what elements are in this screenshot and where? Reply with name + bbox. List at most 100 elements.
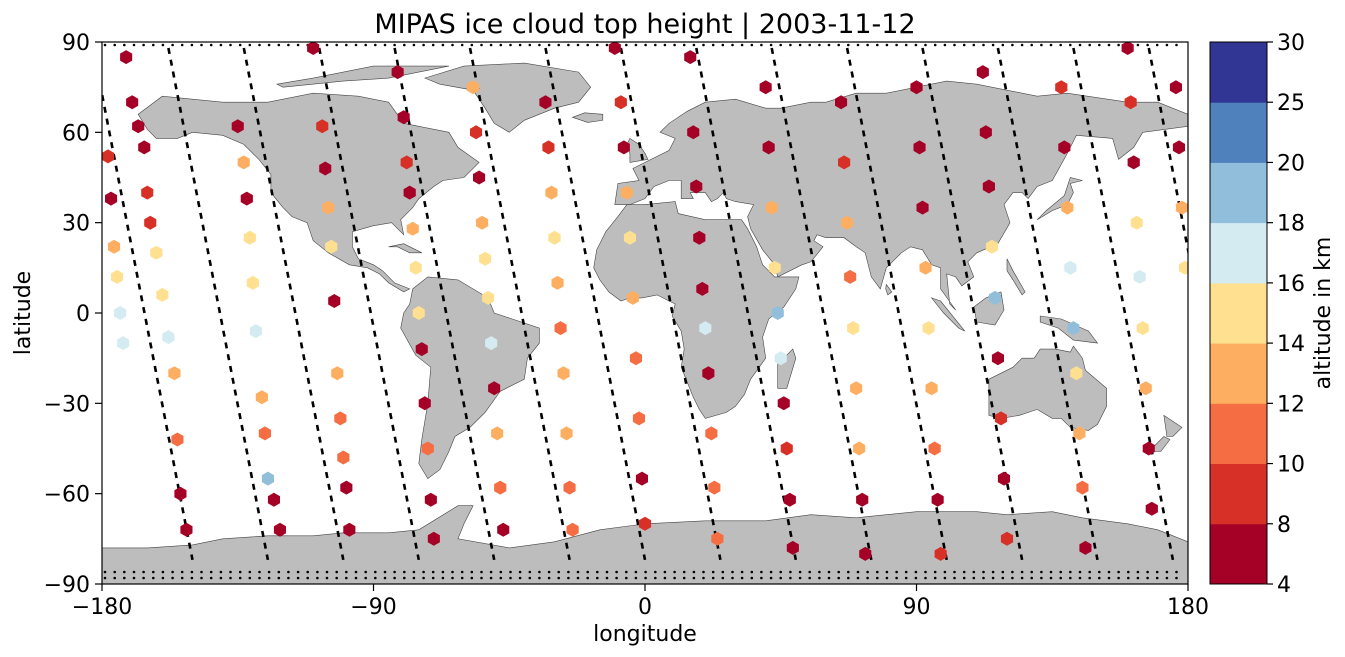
polar-dot: [152, 43, 155, 47]
polar-dot: [489, 43, 493, 47]
cloud-point: [620, 185, 633, 200]
polar-dot: [1059, 43, 1062, 47]
polar-dot: [238, 43, 242, 47]
cloud-point: [985, 239, 998, 254]
orbit-track-6: [468, 47, 571, 561]
cloud-point: [774, 351, 787, 366]
polar-dot: [1040, 570, 1043, 574]
cloud-point: [994, 411, 1007, 426]
y-tick-label: −30: [44, 392, 90, 417]
polar-dot: [1088, 43, 1091, 47]
cloud-point: [847, 321, 860, 336]
cloud-point: [762, 140, 775, 155]
polar-dot: [190, 576, 194, 580]
sumatra-land: [930, 297, 966, 332]
polar-dot: [296, 43, 300, 47]
polar-dot: [856, 43, 860, 47]
polar-dot: [412, 576, 416, 580]
cloud-point: [765, 200, 778, 215]
cloud-point: [708, 480, 721, 495]
polar-dot: [682, 576, 686, 580]
cloud-point: [246, 275, 259, 290]
north-america-land: [137, 92, 480, 293]
cloud-point: [141, 185, 154, 200]
cloud-point: [838, 155, 851, 170]
cloud-point: [494, 480, 507, 495]
polar-dot: [325, 43, 329, 47]
polar-dot: [827, 576, 831, 580]
cloud-point: [1136, 321, 1149, 336]
y-axis-label: latitude: [11, 271, 36, 355]
polar-dot: [1020, 570, 1024, 574]
polar-dot: [229, 43, 232, 47]
polar-dot: [1059, 570, 1062, 574]
polar-dot: [567, 576, 570, 580]
cloud-point: [316, 119, 329, 134]
y-axis-ticks: 90 60 30 0 −30 −60 −90: [44, 31, 102, 598]
polar-dot: [943, 576, 947, 580]
colorbar-bin: [1210, 42, 1267, 103]
polar-dot: [818, 576, 821, 580]
antarctica-land: [102, 505, 1188, 584]
polar-dot: [509, 43, 512, 47]
polar-dot: [818, 43, 821, 47]
polar-dot: [441, 570, 445, 574]
polar-dot: [383, 570, 387, 574]
polar-dot: [982, 43, 985, 47]
cloud-point: [976, 65, 989, 80]
polar-dot: [885, 43, 889, 47]
polar-dot: [412, 570, 416, 574]
cloud-point: [626, 290, 639, 305]
y-tick-label: 60: [62, 121, 90, 146]
polar-dot: [354, 570, 358, 574]
polar-dot: [798, 576, 802, 580]
orbit-track-14: [1072, 47, 1175, 561]
cloud-point: [111, 269, 124, 284]
polar-dot: [789, 570, 792, 574]
cloud-point: [786, 540, 799, 555]
polar-dot: [615, 576, 618, 580]
polar-dot: [209, 576, 213, 580]
colorbar-tick-label: 16: [1277, 272, 1305, 297]
polar-dot: [470, 43, 474, 47]
polar-dot: [895, 576, 898, 580]
polar-dot: [692, 43, 696, 47]
south-america-land: [400, 276, 540, 480]
polar-dot: [103, 570, 107, 574]
orbit-track-3: [242, 47, 345, 561]
polar-dot: [711, 576, 715, 580]
polar-dot: [914, 576, 918, 580]
cloud-point: [910, 80, 923, 95]
cloud-point: [566, 522, 579, 537]
polar-dot: [209, 43, 213, 47]
polar-dot: [1175, 576, 1178, 580]
polar-dot: [576, 43, 580, 47]
polar-dot: [1146, 43, 1149, 47]
polar-dot: [180, 570, 184, 574]
polar-dot: [441, 43, 445, 47]
cloud-point: [491, 426, 504, 441]
polar-dot: [1098, 570, 1101, 574]
polar-dot: [1069, 576, 1072, 580]
polar-dot: [789, 43, 792, 47]
cloud-point: [979, 125, 992, 140]
polar-dot: [876, 576, 879, 580]
cloud-point: [168, 366, 181, 381]
africa-land: [593, 201, 800, 419]
polar-dot: [161, 570, 165, 574]
polar-dot: [393, 570, 396, 574]
colorbar-bin: [1210, 523, 1267, 585]
polar-dot: [209, 570, 213, 574]
cloud-point: [853, 441, 866, 456]
cloud-point: [412, 306, 425, 320]
colorbar: 4 8 10 12 14 16 18 20 25 30: [1209, 31, 1305, 598]
polar-dot: [702, 43, 705, 47]
polar-dot: [634, 576, 638, 580]
cloud-point: [144, 215, 157, 230]
polar-dot: [287, 570, 290, 574]
cloud-point: [421, 441, 434, 456]
polar-dot: [248, 43, 252, 47]
colorbar-bin: [1210, 463, 1267, 525]
polar-dot: [364, 43, 368, 47]
cloud-point: [415, 342, 428, 357]
